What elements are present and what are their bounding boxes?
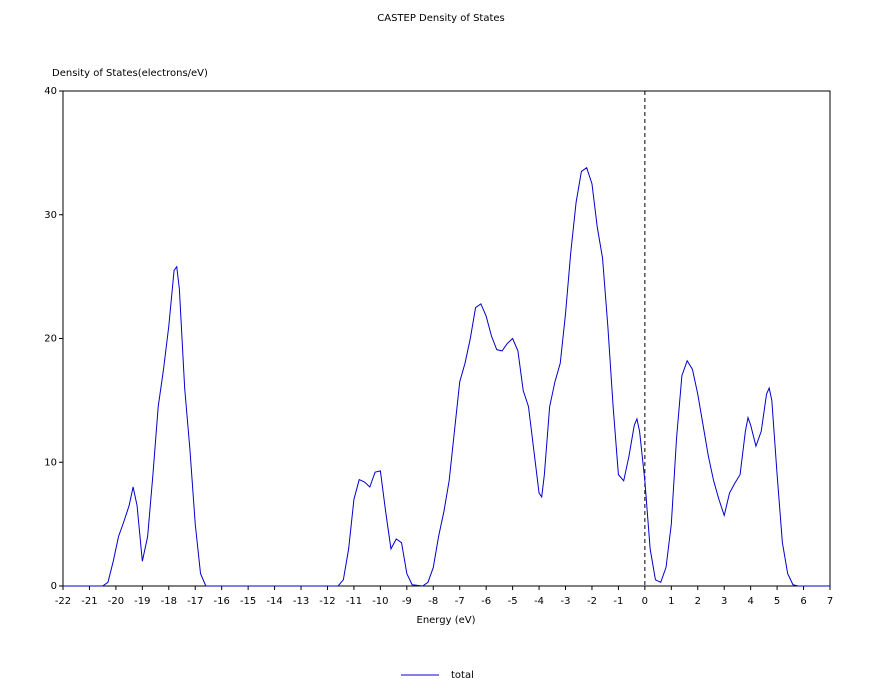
y-axis-label: Density of States(electrons/eV) bbox=[52, 68, 208, 79]
y-tick-label: 20 bbox=[44, 334, 57, 345]
y-tick-label: 30 bbox=[44, 210, 57, 221]
x-tick-label: 2 bbox=[695, 596, 701, 607]
x-tick-label: -17 bbox=[187, 596, 203, 607]
x-tick-label: -16 bbox=[214, 596, 230, 607]
x-tick-label: 1 bbox=[668, 596, 674, 607]
x-tick-label: -20 bbox=[108, 596, 124, 607]
x-tick-label: -1 bbox=[613, 596, 623, 607]
y-tick-label: 40 bbox=[44, 86, 57, 97]
x-tick-label: 6 bbox=[800, 596, 806, 607]
x-tick-label: 3 bbox=[721, 596, 727, 607]
x-tick-label: -19 bbox=[134, 596, 150, 607]
x-tick-label: 5 bbox=[774, 596, 780, 607]
x-tick-label: -3 bbox=[561, 596, 571, 607]
x-tick-label: -21 bbox=[81, 596, 97, 607]
y-tick-label: 10 bbox=[44, 457, 57, 468]
x-tick-label: 7 bbox=[827, 596, 833, 607]
x-tick-label: -11 bbox=[346, 596, 362, 607]
x-tick-label: -10 bbox=[372, 596, 388, 607]
x-tick-label: -12 bbox=[319, 596, 335, 607]
x-tick-label: 4 bbox=[747, 596, 753, 607]
y-tick-label: 0 bbox=[51, 581, 57, 592]
x-tick-label: -5 bbox=[508, 596, 518, 607]
x-tick-label: 0 bbox=[642, 596, 648, 607]
legend-label: total bbox=[451, 670, 474, 681]
x-tick-label: -13 bbox=[293, 596, 309, 607]
x-tick-label: -9 bbox=[402, 596, 412, 607]
x-tick-label: -4 bbox=[534, 596, 544, 607]
x-axis-label: Energy (eV) bbox=[417, 615, 476, 626]
x-tick-label: -6 bbox=[481, 596, 491, 607]
plot-frame bbox=[62, 90, 831, 587]
x-tick-label: -7 bbox=[455, 596, 465, 607]
x-tick-label: -8 bbox=[428, 596, 438, 607]
x-tick-label: -2 bbox=[587, 596, 597, 607]
x-tick-label: -18 bbox=[161, 596, 177, 607]
x-tick-label: -14 bbox=[266, 596, 282, 607]
x-tick-label: -15 bbox=[240, 596, 256, 607]
dos-line bbox=[63, 166, 830, 587]
x-tick-label: -22 bbox=[55, 596, 71, 607]
chart-title: CASTEP Density of States bbox=[377, 13, 505, 24]
